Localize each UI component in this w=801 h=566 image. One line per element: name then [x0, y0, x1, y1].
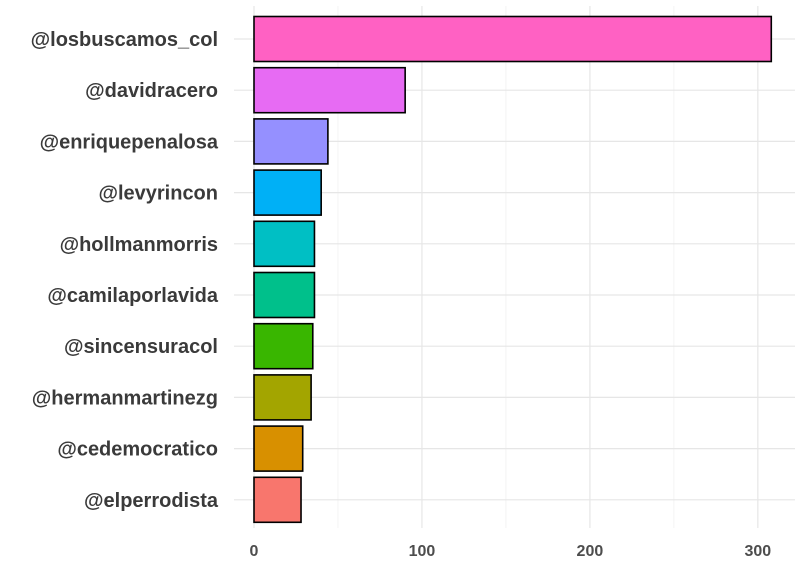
bar-sincensuracol	[253, 322, 314, 370]
y-tick-label: @camilaporlavida	[47, 285, 219, 307]
bar-elperrodista	[253, 476, 302, 524]
y-tick-label: @cedemocratico	[57, 439, 218, 461]
y-tick-label: @hermanmartinezg	[32, 387, 218, 409]
bars	[253, 15, 773, 524]
grid-lines	[234, 6, 795, 528]
bar-hermanmartinezg	[253, 374, 312, 421]
bar-camilaporlavida	[253, 271, 316, 319]
y-tick-label: @sincensuracol	[64, 336, 218, 358]
x-tick-label: 300	[744, 543, 771, 560]
x-tick-label: 200	[577, 543, 604, 560]
y-tick-label: @levyrincon	[98, 183, 218, 205]
y-tick-label: @losbuscamos_col	[31, 29, 218, 51]
y-axis-tick-labels: @losbuscamos_col @davidracero @enriquepena…	[31, 29, 219, 512]
bar-levyrincon	[253, 169, 322, 216]
x-tick-label: 100	[409, 543, 436, 560]
y-tick-label: @davidracero	[85, 80, 218, 102]
bar-cedemocratico	[253, 425, 304, 472]
bar-davidracero	[253, 66, 406, 114]
bar-enriquepenalosa	[253, 118, 329, 165]
bar-hollmanmorris	[253, 220, 316, 268]
x-tick-label: 0	[250, 543, 259, 560]
y-tick-label: @elperrodista	[84, 490, 219, 512]
bar-losbuscamoscol	[253, 15, 773, 63]
y-tick-label: @hollmanmorris	[60, 234, 218, 256]
x-axis-tick-labels: 0 100 200 300	[250, 543, 772, 560]
y-tick-label: @enriquepenalosa	[40, 131, 219, 153]
